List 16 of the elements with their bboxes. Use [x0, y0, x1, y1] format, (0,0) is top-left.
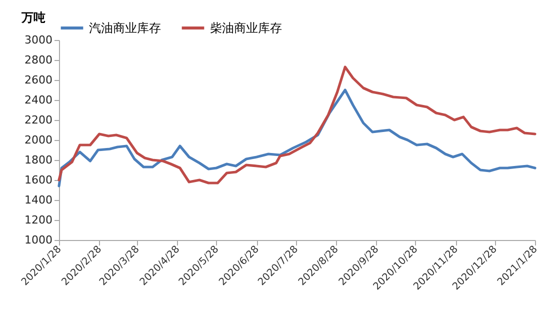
- y-axis-title: 万吨: [20, 10, 46, 24]
- legend-label: 汽油商业库存: [89, 21, 161, 35]
- y-tick-label: 2200: [24, 114, 52, 126]
- y-tick-label: 1200: [24, 214, 52, 226]
- y-tick-label: 3000: [24, 34, 52, 46]
- y-tick-label: 1000: [24, 234, 52, 246]
- y-tick-label: 1800: [24, 154, 52, 166]
- y-tick-label: 2000: [24, 134, 52, 146]
- y-tick-label: 1600: [24, 174, 52, 186]
- y-tick-label: 2400: [24, 94, 52, 106]
- line-series: [58, 66, 536, 184]
- y-tick-label: 2800: [24, 54, 52, 66]
- line-series: [58, 88, 536, 188]
- y-tick-label: 2600: [24, 74, 52, 86]
- legend-label: 柴油商业库存: [210, 21, 282, 35]
- y-tick-label: 1400: [24, 194, 52, 206]
